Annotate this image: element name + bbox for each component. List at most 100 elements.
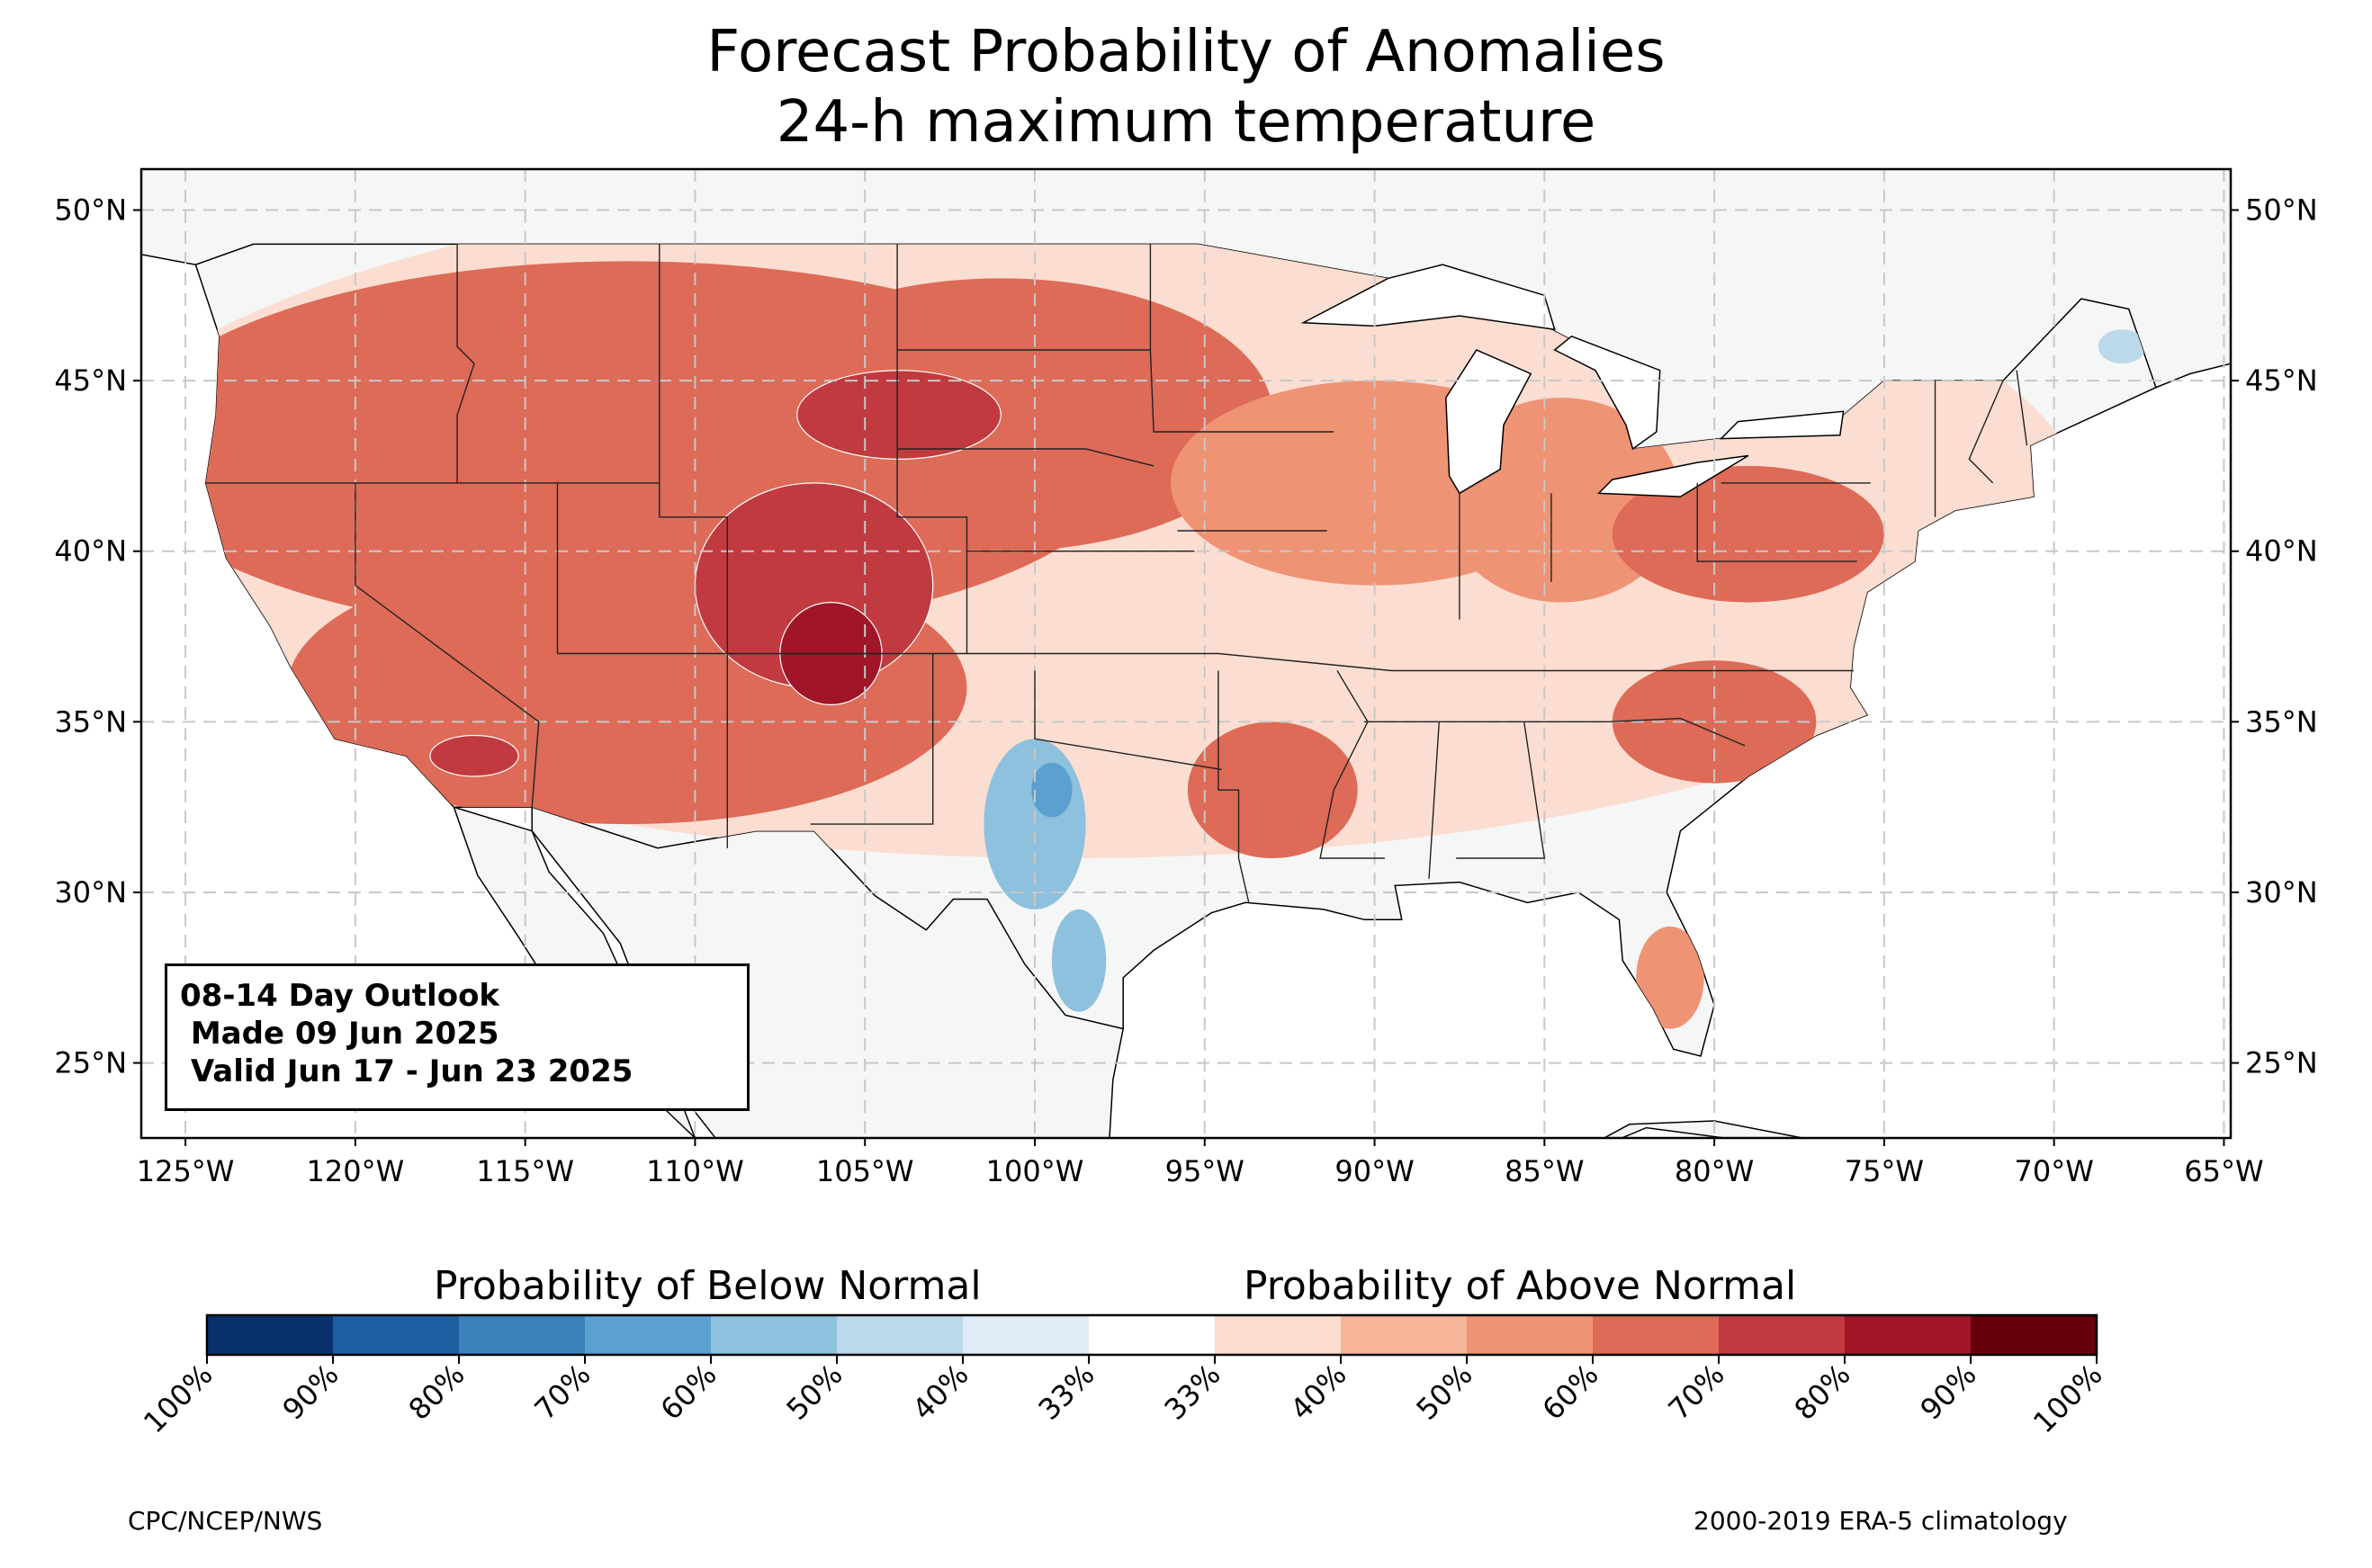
credit-climatology: 2000-2019 ERA-5 climatology bbox=[1694, 1506, 2068, 1536]
great-lake-4 bbox=[1719, 410, 1845, 440]
region-16 bbox=[2098, 329, 2146, 364]
colorbar-swatch-6 bbox=[963, 1315, 1090, 1355]
state-border-7 bbox=[897, 448, 1155, 467]
state-border-5 bbox=[896, 244, 968, 654]
colorbar-swatch-4 bbox=[711, 1315, 838, 1355]
colorbar-below-title: Probability of Below Normal bbox=[434, 1263, 982, 1309]
region-15 bbox=[1031, 762, 1073, 818]
colorbar-tick-label-6: 40% bbox=[905, 1357, 975, 1427]
colorbar-tick-label-9: 40% bbox=[1283, 1357, 1352, 1427]
chart-title-line1: Forecast Probability of Anomalies bbox=[706, 19, 1666, 85]
colorbar-tick-label-14: 90% bbox=[1913, 1357, 1982, 1427]
lon-tick-label-0: 125°W bbox=[137, 1154, 235, 1188]
colorbar-tick-label-10: 50% bbox=[1409, 1357, 1478, 1427]
lon-tick-label-12: 65°W bbox=[2184, 1154, 2263, 1188]
state-border-3 bbox=[355, 482, 540, 808]
state-border-14 bbox=[1319, 670, 1385, 859]
lat-tick-label-left-1: 45°N bbox=[54, 363, 127, 398]
colorbar-tick-label-0: 100% bbox=[137, 1357, 220, 1440]
region-11 bbox=[1187, 721, 1358, 859]
state-borders bbox=[205, 244, 2028, 903]
great-lake-3 bbox=[1596, 454, 1749, 497]
colorbar-tick-label-11: 60% bbox=[1535, 1357, 1604, 1427]
colorbar-swatch-13 bbox=[1845, 1315, 1972, 1355]
lat-tick-label-right-0: 50°N bbox=[2245, 193, 2318, 228]
state-border-1 bbox=[456, 244, 475, 483]
colorbar-tick-label-4: 60% bbox=[653, 1357, 723, 1427]
state-border-16 bbox=[1456, 721, 1546, 859]
colorbar-tick-label-2: 80% bbox=[401, 1357, 471, 1427]
lon-tick-label-1: 120°W bbox=[307, 1154, 405, 1188]
state-border-10 bbox=[1034, 670, 1222, 771]
colorbar-swatch-1 bbox=[333, 1315, 460, 1355]
lon-tick-label-4: 105°W bbox=[816, 1154, 914, 1188]
outlook-valid-range: Valid Jun 17 - Jun 23 2025 bbox=[180, 1053, 633, 1089]
colorbar-swatch-3 bbox=[585, 1315, 712, 1355]
state-border-12 bbox=[1149, 244, 1334, 433]
lon-tick-label-3: 110°W bbox=[646, 1154, 744, 1188]
outlook-period: 08-14 Day Outlook bbox=[180, 978, 500, 1014]
lon-tick-label-6: 95°W bbox=[1165, 1154, 1244, 1188]
colorbar-swatch-10 bbox=[1467, 1315, 1594, 1355]
lon-tick-label-5: 100°W bbox=[986, 1154, 1084, 1188]
outlook-made-date: Made 09 Jun 2025 bbox=[180, 1016, 499, 1052]
great-lake-0 bbox=[1300, 264, 1556, 331]
lat-tick-label-right-3: 35°N bbox=[2245, 704, 2318, 739]
lon-tick-label-7: 90°W bbox=[1334, 1154, 1414, 1188]
colorbar-tick-label-8: 33% bbox=[1157, 1357, 1226, 1427]
colorbar-tick-label-13: 80% bbox=[1787, 1357, 1856, 1427]
colorbar-swatch-12 bbox=[1719, 1315, 1846, 1355]
lat-tick-label-right-2: 40°N bbox=[2245, 534, 2318, 569]
chart-title-line2: 24-h maximum temperature bbox=[776, 89, 1596, 156]
state-border-11 bbox=[1217, 670, 1250, 903]
colorbar-swatch-14 bbox=[1971, 1315, 2098, 1355]
state-border-15 bbox=[1428, 721, 1440, 879]
colorbar-frame bbox=[205, 1313, 2098, 1357]
colorbar-swatch-0 bbox=[207, 1315, 334, 1355]
axis-ticks: 125°W 120°W 115°W 110°W 105°W 100°W 95°W 90°W 85… bbox=[54, 193, 2317, 1188]
lat-tick-label-right-1: 45°N bbox=[2245, 363, 2318, 398]
colorbar-swatch-8 bbox=[1215, 1315, 1342, 1355]
state-border-20 bbox=[1696, 482, 1857, 562]
lon-tick-label-8: 85°W bbox=[1505, 1154, 1584, 1188]
lat-tick-label-right-5: 25°N bbox=[2245, 1046, 2318, 1080]
state-border-24 bbox=[2016, 370, 2028, 446]
lat-tick-label-left-4: 30°N bbox=[54, 875, 127, 909]
region-5 bbox=[796, 370, 1002, 460]
colorbar-swatch-7 bbox=[1089, 1315, 1216, 1355]
colorbar-swatch-5 bbox=[837, 1315, 964, 1355]
lat-tick-label-left-2: 40°N bbox=[54, 534, 127, 569]
great-lake-2 bbox=[1553, 335, 1661, 451]
colorbar-above-title: Probability of Above Normal bbox=[1244, 1263, 1797, 1309]
region-6 bbox=[429, 734, 519, 777]
map-frame bbox=[139, 167, 2233, 1140]
outlook-info-box: 08-14 Day Outlook Made 09 Jun 2025 Valid… bbox=[165, 963, 750, 1111]
colorbar-swatch-9 bbox=[1341, 1315, 1468, 1355]
state-border-9 bbox=[810, 653, 934, 825]
lon-tick-label-9: 80°W bbox=[1675, 1154, 1754, 1188]
colorbar-swatch-2 bbox=[459, 1315, 586, 1355]
colorbar-tick-label-1: 90% bbox=[275, 1357, 345, 1427]
lat-tick-label-left-3: 35°N bbox=[54, 704, 127, 739]
region-14 bbox=[1051, 909, 1107, 1012]
lat-tick-label-right-4: 30°N bbox=[2245, 875, 2318, 909]
state-border-23 bbox=[1968, 380, 2004, 484]
colorbar-tick-label-15: 100% bbox=[2026, 1357, 2109, 1440]
colorbar-tick-label-7: 33% bbox=[1031, 1357, 1101, 1427]
region-12 bbox=[1636, 926, 1704, 1029]
state-border-17 bbox=[1364, 717, 1746, 747]
great-lake-1 bbox=[1445, 349, 1532, 495]
colorbar-swatch-11 bbox=[1593, 1315, 1720, 1355]
colorbar-tick-label-5: 50% bbox=[779, 1357, 849, 1427]
colorbar: 100% 90% 80% 70% 60% 50% 40% 33% 33% 40% 50% 60% 70%… bbox=[137, 1313, 2109, 1440]
lat-tick-label-left-5: 25°N bbox=[54, 1046, 127, 1080]
colorbar-tick-label-12: 70% bbox=[1661, 1357, 1730, 1427]
state-border-0 bbox=[659, 244, 728, 848]
region-9 bbox=[1612, 465, 1884, 603]
credit-agency: CPC/NCEP/NWS bbox=[128, 1506, 323, 1536]
colorbar-tick-label-3: 70% bbox=[527, 1357, 597, 1427]
lon-tick-label-11: 70°W bbox=[2014, 1154, 2093, 1188]
lon-tick-label-2: 115°W bbox=[476, 1154, 574, 1188]
lon-tick-label-10: 75°W bbox=[1845, 1154, 1924, 1188]
